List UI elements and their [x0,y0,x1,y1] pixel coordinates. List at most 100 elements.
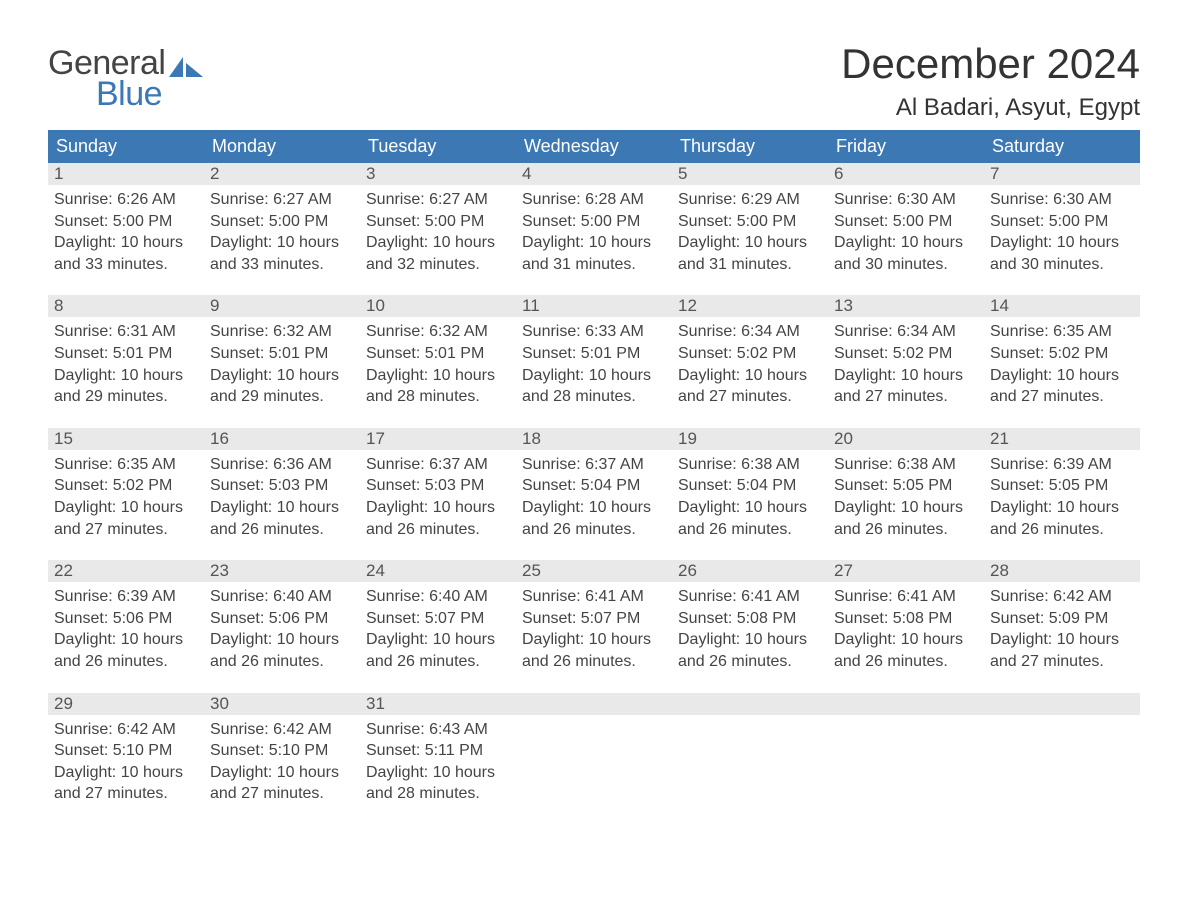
sunrise-text: Sunrise: 6:32 AM [210,321,354,343]
day-number: 1 [48,163,204,185]
day-number: 18 [516,428,672,450]
sunset-text: Sunset: 5:06 PM [210,608,354,630]
calendar-day-cell [672,693,828,807]
calendar-day-cell: 26Sunrise: 6:41 AMSunset: 5:08 PMDayligh… [672,560,828,674]
day-number: 17 [360,428,516,450]
calendar-week-row: 22Sunrise: 6:39 AMSunset: 5:06 PMDayligh… [48,560,1140,674]
day-number: 19 [672,428,828,450]
day-number: 8 [48,295,204,317]
sunrise-text: Sunrise: 6:32 AM [366,321,510,343]
sunset-text: Sunset: 5:10 PM [54,740,198,762]
sunrise-text: Sunrise: 6:37 AM [366,454,510,476]
sunrise-text: Sunrise: 6:41 AM [522,586,666,608]
day-details: Sunrise: 6:36 AMSunset: 5:03 PMDaylight:… [204,450,360,542]
daylight-text: Daylight: 10 hours and 26 minutes. [522,497,666,540]
calendar-day-cell: 9Sunrise: 6:32 AMSunset: 5:01 PMDaylight… [204,295,360,409]
day-number: 26 [672,560,828,582]
daylight-text: Daylight: 10 hours and 30 minutes. [990,232,1134,275]
daylight-text: Daylight: 10 hours and 31 minutes. [522,232,666,275]
week-separator [48,675,1140,693]
sunrise-text: Sunrise: 6:39 AM [990,454,1134,476]
day-details: Sunrise: 6:32 AMSunset: 5:01 PMDaylight:… [360,317,516,409]
day-details: Sunrise: 6:39 AMSunset: 5:05 PMDaylight:… [984,450,1140,542]
sunrise-text: Sunrise: 6:38 AM [678,454,822,476]
daylight-text: Daylight: 10 hours and 31 minutes. [678,232,822,275]
calendar-day-cell: 3Sunrise: 6:27 AMSunset: 5:00 PMDaylight… [360,163,516,277]
calendar-week-row: 1Sunrise: 6:26 AMSunset: 5:00 PMDaylight… [48,163,1140,277]
day-details: Sunrise: 6:39 AMSunset: 5:06 PMDaylight:… [48,582,204,674]
weekday-header: Monday [204,130,360,163]
sunset-text: Sunset: 5:02 PM [834,343,978,365]
daylight-text: Daylight: 10 hours and 27 minutes. [990,365,1134,408]
sunrise-text: Sunrise: 6:35 AM [990,321,1134,343]
day-number: 23 [204,560,360,582]
month-title: December 2024 [841,40,1140,88]
day-details: Sunrise: 6:34 AMSunset: 5:02 PMDaylight:… [672,317,828,409]
calendar-week-row: 15Sunrise: 6:35 AMSunset: 5:02 PMDayligh… [48,428,1140,542]
calendar-day-cell: 18Sunrise: 6:37 AMSunset: 5:04 PMDayligh… [516,428,672,542]
daylight-text: Daylight: 10 hours and 26 minutes. [54,629,198,672]
empty-day-bar [828,693,984,715]
day-number: 30 [204,693,360,715]
day-details: Sunrise: 6:30 AMSunset: 5:00 PMDaylight:… [984,185,1140,277]
sunset-text: Sunset: 5:05 PM [990,475,1134,497]
empty-day-bar [516,693,672,715]
week-separator [48,410,1140,428]
sunset-text: Sunset: 5:03 PM [210,475,354,497]
calendar-day-cell: 16Sunrise: 6:36 AMSunset: 5:03 PMDayligh… [204,428,360,542]
day-number: 25 [516,560,672,582]
calendar-day-cell [516,693,672,807]
daylight-text: Daylight: 10 hours and 28 minutes. [366,365,510,408]
sunrise-text: Sunrise: 6:37 AM [522,454,666,476]
day-details: Sunrise: 6:30 AMSunset: 5:00 PMDaylight:… [828,185,984,277]
sunrise-text: Sunrise: 6:43 AM [366,719,510,741]
sunset-text: Sunset: 5:08 PM [834,608,978,630]
daylight-text: Daylight: 10 hours and 27 minutes. [210,762,354,805]
calendar-day-cell: 22Sunrise: 6:39 AMSunset: 5:06 PMDayligh… [48,560,204,674]
sunrise-text: Sunrise: 6:42 AM [54,719,198,741]
daylight-text: Daylight: 10 hours and 26 minutes. [834,497,978,540]
daylight-text: Daylight: 10 hours and 29 minutes. [210,365,354,408]
sunrise-text: Sunrise: 6:40 AM [366,586,510,608]
calendar-day-cell: 30Sunrise: 6:42 AMSunset: 5:10 PMDayligh… [204,693,360,807]
day-number: 7 [984,163,1140,185]
sunset-text: Sunset: 5:01 PM [522,343,666,365]
sunset-text: Sunset: 5:01 PM [54,343,198,365]
calendar-day-cell: 31Sunrise: 6:43 AMSunset: 5:11 PMDayligh… [360,693,516,807]
title-block: December 2024 Al Badari, Asyut, Egypt [841,40,1140,122]
daylight-text: Daylight: 10 hours and 26 minutes. [834,629,978,672]
daylight-text: Daylight: 10 hours and 33 minutes. [210,232,354,275]
day-details: Sunrise: 6:28 AMSunset: 5:00 PMDaylight:… [516,185,672,277]
weekday-header: Thursday [672,130,828,163]
calendar-day-cell: 27Sunrise: 6:41 AMSunset: 5:08 PMDayligh… [828,560,984,674]
logo-sail-icon [169,55,203,77]
day-details: Sunrise: 6:41 AMSunset: 5:08 PMDaylight:… [672,582,828,674]
day-number: 24 [360,560,516,582]
daylight-text: Daylight: 10 hours and 30 minutes. [834,232,978,275]
day-number: 21 [984,428,1140,450]
sunrise-text: Sunrise: 6:42 AM [990,586,1134,608]
day-details: Sunrise: 6:35 AMSunset: 5:02 PMDaylight:… [984,317,1140,409]
calendar-table: SundayMondayTuesdayWednesdayThursdayFrid… [48,130,1140,807]
calendar-day-cell: 28Sunrise: 6:42 AMSunset: 5:09 PMDayligh… [984,560,1140,674]
daylight-text: Daylight: 10 hours and 27 minutes. [54,497,198,540]
sunset-text: Sunset: 5:02 PM [678,343,822,365]
day-details: Sunrise: 6:27 AMSunset: 5:00 PMDaylight:… [204,185,360,277]
calendar-day-cell: 1Sunrise: 6:26 AMSunset: 5:00 PMDaylight… [48,163,204,277]
sunset-text: Sunset: 5:00 PM [366,211,510,233]
day-number: 27 [828,560,984,582]
sunset-text: Sunset: 5:00 PM [522,211,666,233]
day-number: 15 [48,428,204,450]
day-number: 9 [204,295,360,317]
sunrise-text: Sunrise: 6:33 AM [522,321,666,343]
calendar-day-cell: 13Sunrise: 6:34 AMSunset: 5:02 PMDayligh… [828,295,984,409]
sunset-text: Sunset: 5:07 PM [522,608,666,630]
sunrise-text: Sunrise: 6:30 AM [834,189,978,211]
day-number: 13 [828,295,984,317]
sunset-text: Sunset: 5:05 PM [834,475,978,497]
calendar-day-cell: 25Sunrise: 6:41 AMSunset: 5:07 PMDayligh… [516,560,672,674]
day-details: Sunrise: 6:34 AMSunset: 5:02 PMDaylight:… [828,317,984,409]
calendar-body: 1Sunrise: 6:26 AMSunset: 5:00 PMDaylight… [48,163,1140,807]
sunrise-text: Sunrise: 6:38 AM [834,454,978,476]
calendar-day-cell [828,693,984,807]
